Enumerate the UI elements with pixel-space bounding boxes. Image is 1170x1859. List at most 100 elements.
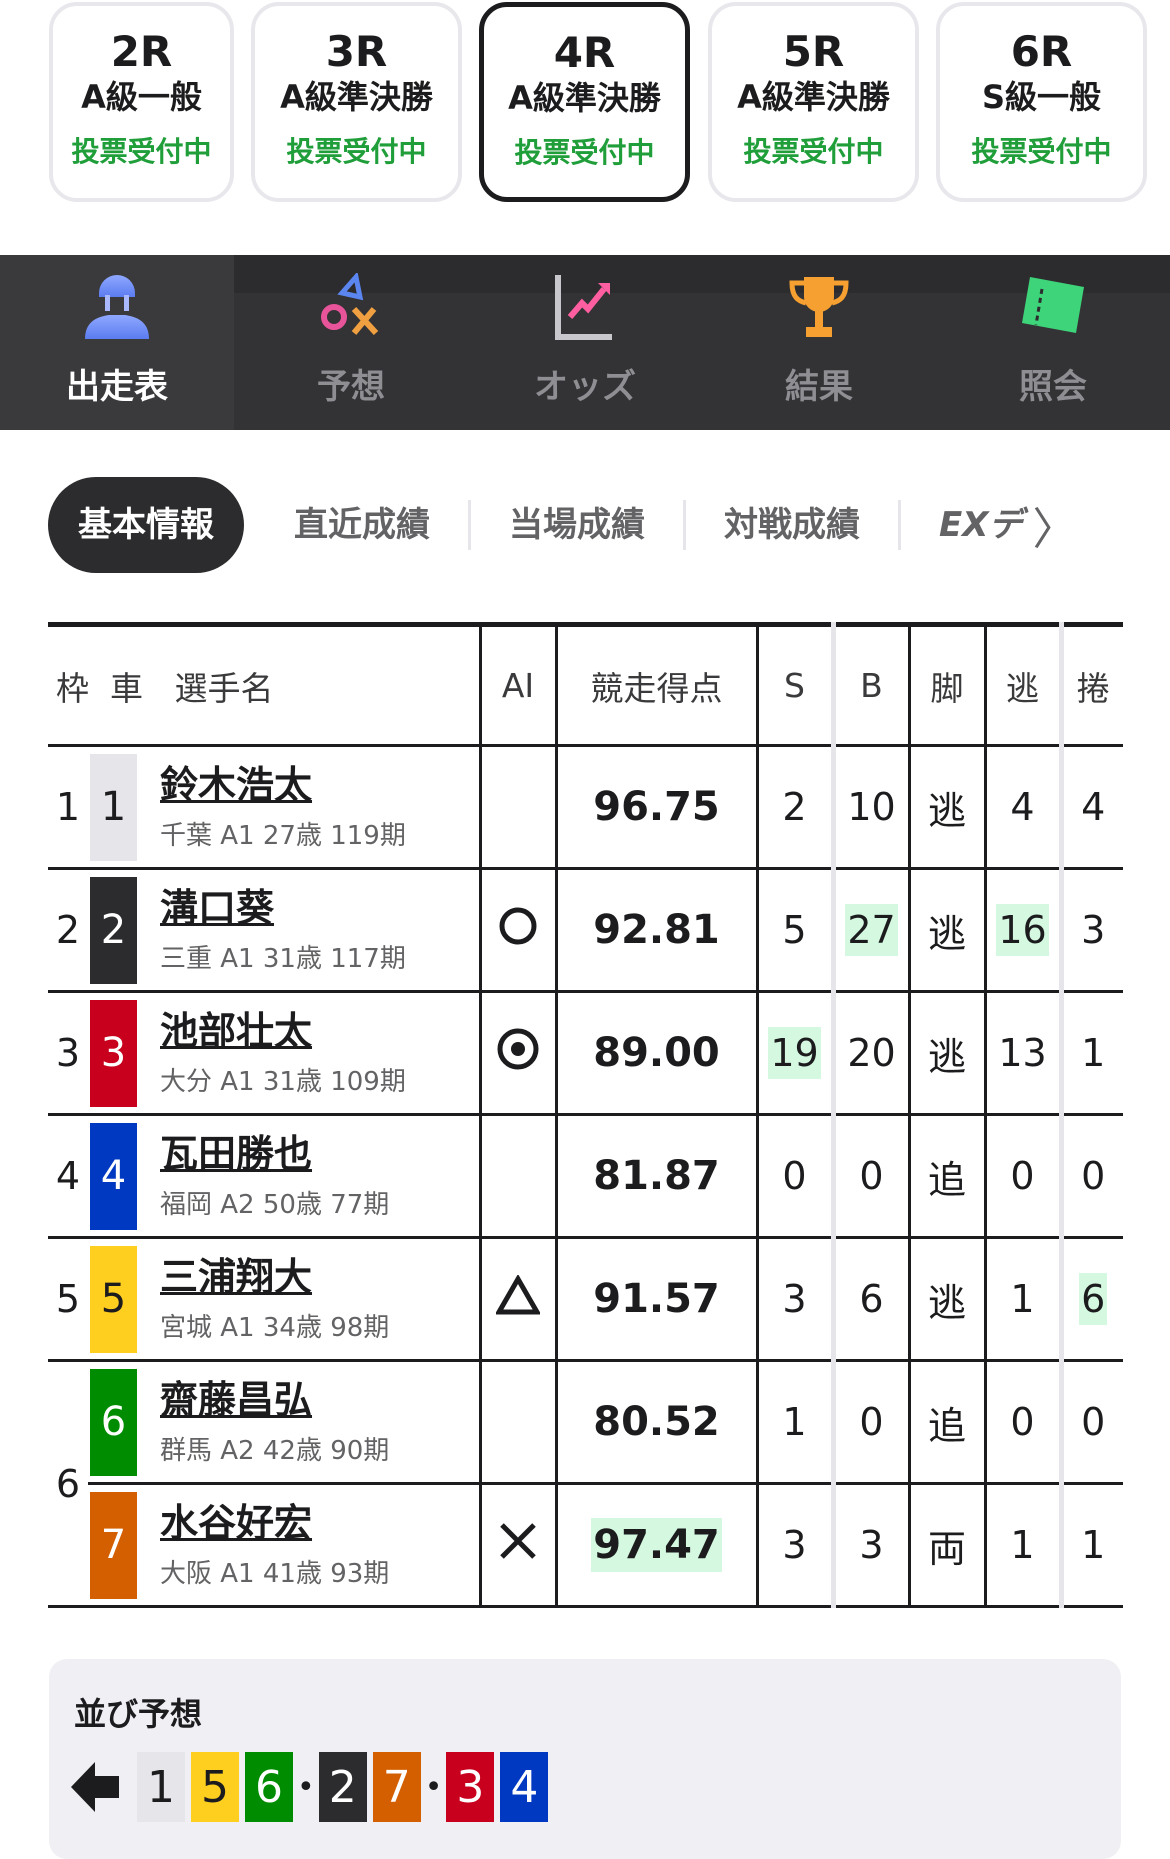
rider-info: 三重 A1 31歳 117期 — [160, 943, 406, 974]
cell-nige: 0 — [983, 1360, 1061, 1485]
nav-tab-label: 予想 — [317, 367, 385, 407]
cell-ai — [478, 745, 556, 870]
cell-score: 92.81 — [554, 868, 757, 993]
cell-s: 0 — [755, 1114, 833, 1239]
cell-ai — [478, 868, 556, 993]
cell-b: 0 — [830, 1114, 909, 1239]
cell-waku: 5 — [48, 1237, 88, 1362]
line-car-box: 5 — [191, 1752, 239, 1822]
race-grade: S級一般 — [981, 78, 1102, 116]
cell-kyaku: 両 — [907, 1483, 985, 1608]
rider-name-link[interactable]: 三浦翔大 — [160, 1254, 313, 1299]
subtab-0[interactable]: 基本情報 — [48, 477, 244, 573]
race-number: 3R — [325, 27, 388, 76]
rider-name-link[interactable]: 池部壮太 — [160, 1008, 313, 1053]
subtab-2[interactable]: 当場成績 — [471, 500, 686, 550]
entry-table: 枠 車 選手名 AI 競走得点 S B 脚 逃 捲 1 1 鈴木浩太 千葉 A1 … — [48, 622, 1123, 1608]
cell-rider: 瓦田勝也福岡 A2 50歳 77期 — [140, 1114, 480, 1239]
cell-car: 2 — [88, 868, 140, 993]
nav-tab-label: 結果 — [785, 367, 853, 407]
race-card-5R[interactable]: 5R A級準決勝 投票受付中 — [708, 2, 919, 202]
race-number: 2R — [110, 27, 173, 76]
race-number: 5R — [782, 27, 845, 76]
nav-tab-3[interactable]: 結果 — [702, 277, 936, 430]
cell-kyaku: 逃 — [907, 868, 985, 993]
prediction-icon — [316, 273, 386, 343]
cell-score: 91.57 — [554, 1237, 757, 1362]
cell-score: 81.87 — [554, 1114, 757, 1239]
header-nige: 逃 — [983, 624, 1061, 747]
line-separator: • — [297, 1769, 315, 1805]
header-makuri: 捲 — [1058, 624, 1123, 747]
race-card-6R[interactable]: 6R S級一般 投票受付中 — [936, 2, 1147, 202]
cell-waku: 1 — [48, 745, 88, 870]
cell-b: 3 — [830, 1483, 909, 1608]
rider-info: 宮城 A1 34歳 98期 — [160, 1312, 390, 1343]
subtab-1[interactable]: 直近成績 — [256, 500, 471, 550]
ai-mark-icon — [496, 1028, 540, 1080]
ai-mark-icon — [498, 907, 538, 955]
cell-nige: 13 — [983, 991, 1061, 1116]
cell-makuri: 3 — [1058, 868, 1123, 993]
cell-makuri: 0 — [1058, 1360, 1123, 1485]
cell-ai — [478, 1483, 556, 1608]
cell-nige: 1 — [983, 1237, 1061, 1362]
nav-tab-4[interactable]: 照会 — [936, 277, 1170, 430]
line-car-box: 7 — [372, 1752, 421, 1822]
rider-name-link[interactable]: 瓦田勝也 — [160, 1131, 313, 1176]
cell-ai — [478, 1360, 556, 1485]
cell-rider: 溝口葵三重 A1 31歳 117期 — [140, 868, 480, 993]
rider-name-link[interactable]: 水谷好宏 — [160, 1500, 313, 1545]
cell-s: 19 — [755, 991, 833, 1116]
table-row: 7 水谷好宏 大阪 A1 41歳 93期 97.47 3 3 両 1 1 — [48, 1483, 1123, 1608]
cell-nige: 0 — [983, 1114, 1061, 1239]
subtab-3[interactable]: 対戦成績 — [686, 500, 901, 550]
chevron-right-icon[interactable]: 〉 — [1032, 504, 1077, 555]
race-grade: A級一般 — [81, 78, 202, 116]
cell-rider: 水谷好宏大阪 A1 41歳 93期 — [140, 1483, 480, 1608]
table-row: 2 2 溝口葵 三重 A1 31歳 117期 92.81 5 27 逃 16 3 — [48, 868, 1123, 993]
header-b: B — [830, 624, 909, 747]
race-card-4R[interactable]: 4R A級準決勝 投票受付中 — [479, 2, 690, 202]
rider-info: 福岡 A2 50歳 77期 — [160, 1189, 390, 1220]
nav-tab-0[interactable]: 出走表 — [0, 255, 234, 430]
table-row: 5 5 三浦翔大 宮城 A1 34歳 98期 91.57 3 6 逃 1 6 — [48, 1237, 1123, 1362]
line-prediction: 1 5 6 • 2 7 • 3 4 — [71, 1752, 554, 1822]
cell-ai — [478, 991, 556, 1116]
sub-tabs: 基本情報 直近成績 当場成績 対戦成績 EXデ〉 — [48, 477, 1123, 573]
rider-name-link[interactable]: 齋藤昌弘 — [160, 1377, 313, 1422]
rider-name-link[interactable]: 溝口葵 — [160, 885, 275, 930]
cell-nige: 16 — [983, 868, 1061, 993]
cell-rider: 齋藤昌弘 群馬 A2 42歳 90期 — [140, 1360, 480, 1485]
odds-chart-icon — [550, 273, 620, 343]
cell-b: 27 — [830, 868, 909, 993]
subtab-4[interactable]: EXデ — [939, 505, 1023, 545]
cell-nige: 1 — [983, 1483, 1061, 1608]
race-grade: A級準決勝 — [280, 78, 433, 116]
race-card-3R[interactable]: 3R A級準決勝 投票受付中 — [251, 2, 462, 202]
header-name: 選手名 — [174, 668, 274, 708]
cell-car: 4 — [88, 1114, 140, 1239]
rider-info: 千葉 A1 27歳 119期 — [160, 820, 406, 851]
rider-name-link[interactable]: 鈴木浩太 — [160, 762, 313, 807]
cell-makuri: 0 — [1058, 1114, 1123, 1239]
cell-score: 96.75 — [554, 745, 757, 870]
race-card-2R[interactable]: 2R A級一般 投票受付中 — [49, 2, 234, 202]
cell-b: 20 — [830, 991, 909, 1116]
nav-tab-2[interactable]: オッズ — [468, 275, 702, 430]
nav-tab-label: 照会 — [1019, 367, 1087, 407]
cell-b: 6 — [830, 1237, 909, 1362]
cell-score: 89.00 — [554, 991, 757, 1116]
line-car-box: 4 — [500, 1752, 549, 1822]
nav-tab-1[interactable]: 予想 — [234, 273, 468, 430]
rider-info: 大阪 A1 41歳 93期 — [160, 1558, 390, 1589]
line-car-box: 1 — [137, 1752, 185, 1822]
cell-kyaku: 逃 — [907, 745, 985, 870]
cell-makuri: 6 — [1058, 1237, 1123, 1362]
cell-waku: 2 — [48, 868, 88, 993]
race-status: 投票受付中 — [743, 135, 884, 168]
race-status: 投票受付中 — [514, 136, 655, 169]
header-score: 競走得点 — [554, 624, 757, 747]
header-s: S — [755, 624, 833, 747]
ai-mark-icon — [494, 1273, 542, 1324]
